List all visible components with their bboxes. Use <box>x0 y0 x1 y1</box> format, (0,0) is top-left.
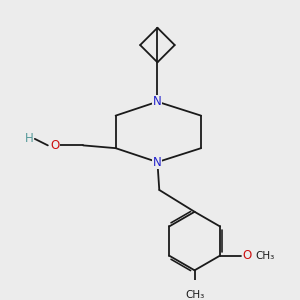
Text: O: O <box>242 249 251 262</box>
Text: N: N <box>153 156 162 169</box>
Text: O: O <box>50 139 59 152</box>
Text: CH₃: CH₃ <box>255 251 274 261</box>
Text: N: N <box>153 95 162 108</box>
Text: CH₃: CH₃ <box>185 290 204 300</box>
Text: H: H <box>25 132 34 146</box>
